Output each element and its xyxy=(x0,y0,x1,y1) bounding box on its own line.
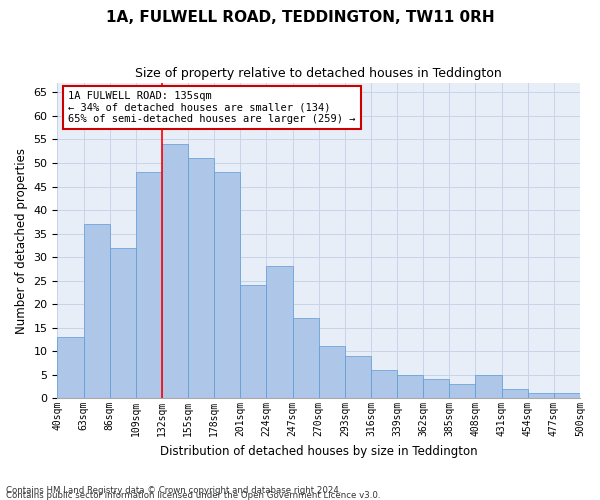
Bar xyxy=(449,384,475,398)
Bar xyxy=(110,248,136,398)
Text: Contains public sector information licensed under the Open Government Licence v3: Contains public sector information licen… xyxy=(6,490,380,500)
Bar xyxy=(423,380,449,398)
Text: Contains HM Land Registry data © Crown copyright and database right 2024.: Contains HM Land Registry data © Crown c… xyxy=(6,486,341,495)
Bar xyxy=(136,172,162,398)
Bar xyxy=(266,266,293,398)
Text: 1A, FULWELL ROAD, TEDDINGTON, TW11 0RH: 1A, FULWELL ROAD, TEDDINGTON, TW11 0RH xyxy=(106,10,494,25)
Bar xyxy=(319,346,345,398)
Bar xyxy=(345,356,371,398)
Bar xyxy=(528,394,554,398)
Bar xyxy=(241,286,266,398)
Bar xyxy=(554,394,580,398)
Bar xyxy=(475,374,502,398)
X-axis label: Distribution of detached houses by size in Teddington: Distribution of detached houses by size … xyxy=(160,444,478,458)
Bar xyxy=(397,374,423,398)
Bar xyxy=(162,144,188,398)
Bar xyxy=(293,318,319,398)
Bar xyxy=(371,370,397,398)
Bar xyxy=(188,158,214,398)
Y-axis label: Number of detached properties: Number of detached properties xyxy=(15,148,28,334)
Bar xyxy=(58,337,83,398)
Bar xyxy=(83,224,110,398)
Text: 1A FULWELL ROAD: 135sqm
← 34% of detached houses are smaller (134)
65% of semi-d: 1A FULWELL ROAD: 135sqm ← 34% of detache… xyxy=(68,91,355,124)
Bar xyxy=(214,172,241,398)
Bar xyxy=(502,388,528,398)
Title: Size of property relative to detached houses in Teddington: Size of property relative to detached ho… xyxy=(136,68,502,80)
